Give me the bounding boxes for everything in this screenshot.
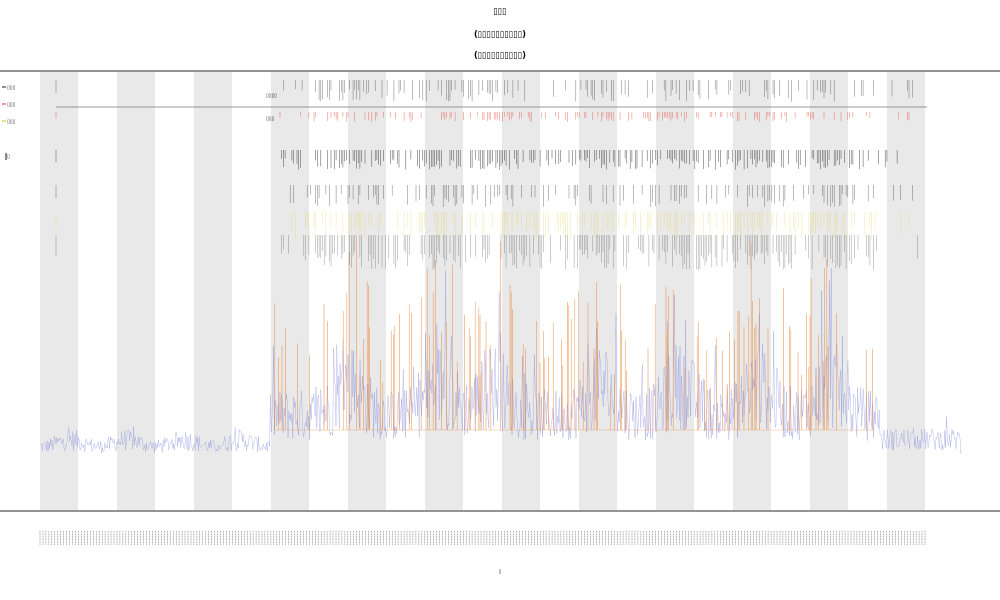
legend-label: ▯▯▯ [7,119,16,125]
legend: ▯▯▯ ▯▯▯ ▯▯▯ ▯ [2,85,16,160]
event-tick-row [55,80,913,102]
x-axis-label: ▯ [499,569,502,575]
series-lines [39,235,962,454]
event-tick-row [55,150,898,170]
background-band [40,72,78,510]
background-band [656,72,694,510]
chart-subtitle-1: (▯▯▯▯▯▯▯▯▯▯) [474,30,526,40]
event-tick-row [55,235,918,270]
event-tick-rows [55,80,918,270]
legend-item: ▯▯▯ [2,102,16,108]
background-band [579,72,617,510]
event-tick-row [55,185,913,207]
background-band [117,72,155,510]
chart-title: ▯▯▯ [493,7,506,17]
event-tick-row [55,212,910,240]
legend-item: ▯ [5,153,10,160]
event-tick-row [55,112,910,122]
background-bands [40,72,925,510]
series-line [39,268,962,454]
background-band [194,72,232,510]
legend-label: ▯▯▯ [7,102,16,108]
legend-label: ▯▯▯ [7,85,16,91]
background-band [810,72,848,510]
legend-label: ▯ [7,154,10,160]
x-tick-labels [39,531,926,545]
highlight-series-line [274,235,873,431]
background-band [271,72,309,510]
chart-subtitle-2: (▯▯▯▯▯▯▯▯▯▯) [474,51,526,61]
annotation-label: ▯▯▯ [266,116,275,122]
legend-item: ▯▯▯ [2,119,16,125]
background-band [502,72,540,510]
legend-item: ▯▯▯ [2,85,16,91]
annotation-label: ▯▯▯▯ [266,93,277,99]
background-band [733,72,771,510]
background-band [887,72,925,510]
background-band [425,72,463,510]
